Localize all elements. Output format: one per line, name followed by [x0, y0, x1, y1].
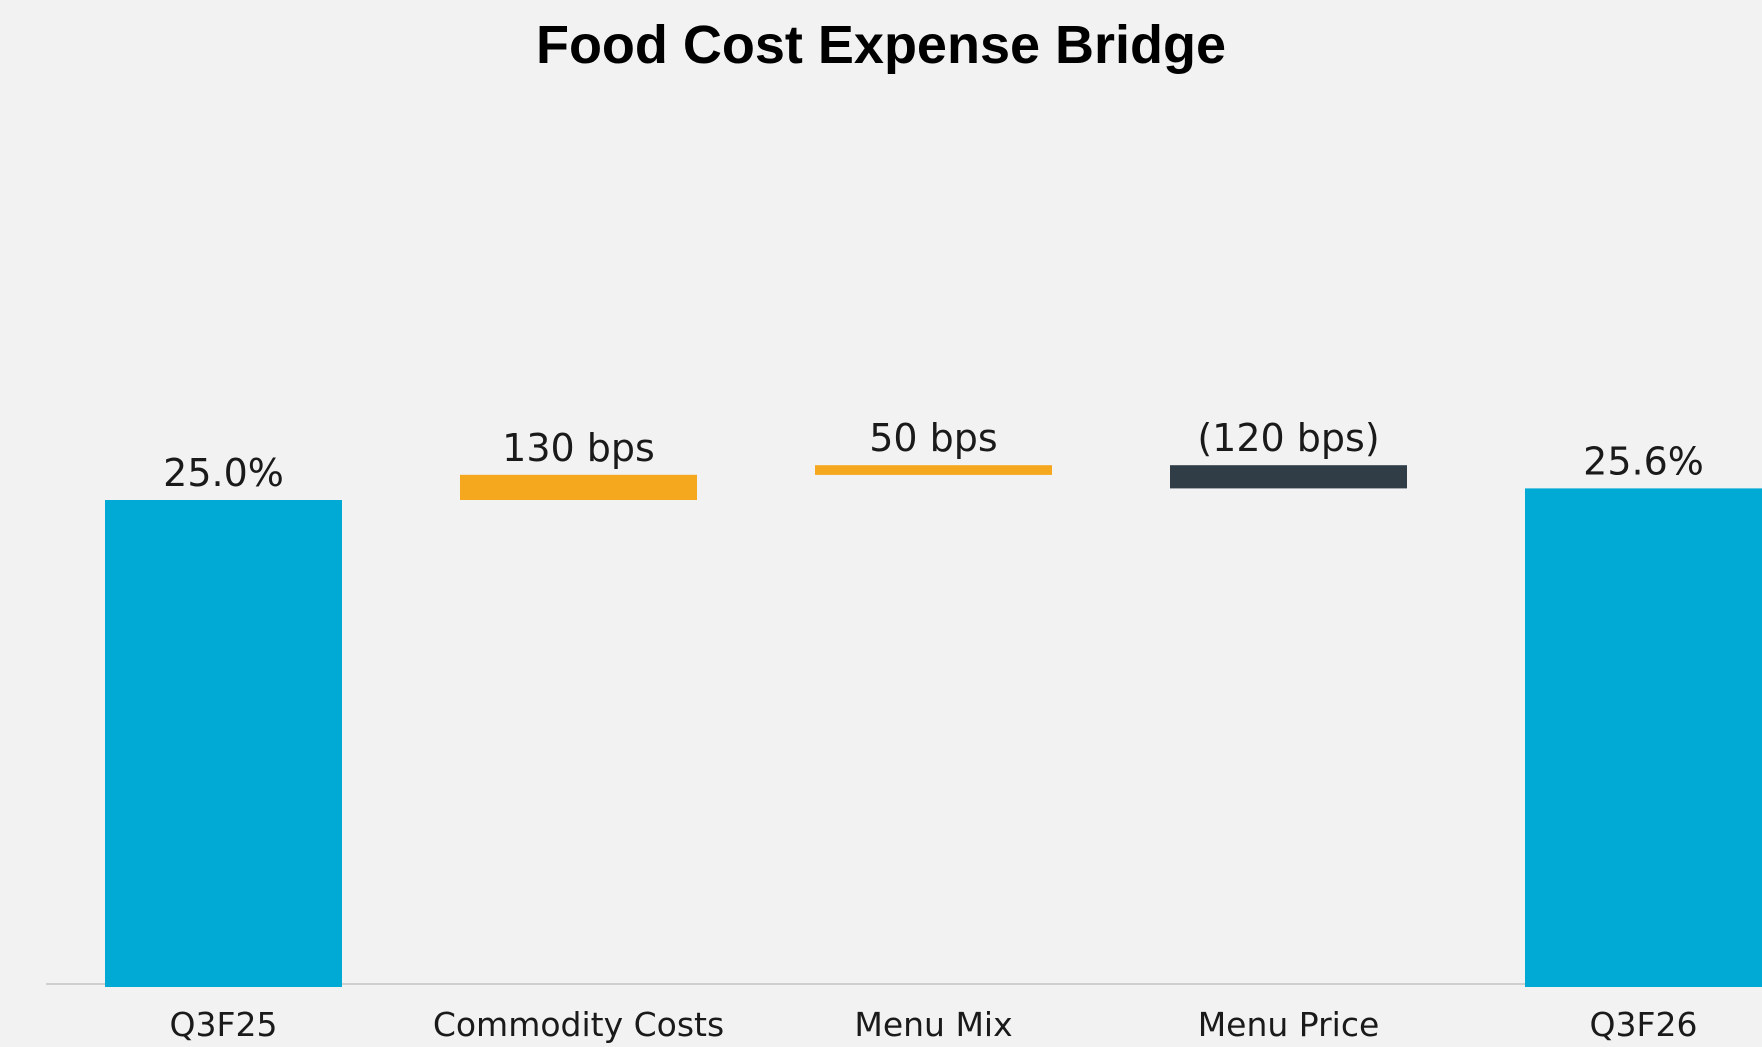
data-label: 25.6%	[1583, 439, 1704, 483]
bar-menu-mix	[815, 465, 1052, 475]
category-label: Commodity Costs	[433, 1005, 724, 1044]
category-label: Q3F25	[170, 1005, 278, 1044]
bar-commodity-costs	[460, 474, 697, 500]
bar-q3f26	[1525, 488, 1762, 987]
bar-menu-price	[1170, 465, 1407, 489]
category-label: Menu Mix	[854, 1005, 1012, 1044]
category-label: Q3F26	[1590, 1005, 1698, 1044]
data-label: 130 bps	[502, 426, 655, 470]
chart-title: Food Cost Expense Bridge	[535, 15, 1227, 75]
bar-q3f25	[105, 500, 342, 987]
data-label: 25.0%	[163, 451, 284, 495]
category-label: Menu Price	[1198, 1005, 1380, 1044]
data-label: 50 bps	[869, 416, 997, 460]
data-label: (120 bps)	[1197, 416, 1379, 460]
